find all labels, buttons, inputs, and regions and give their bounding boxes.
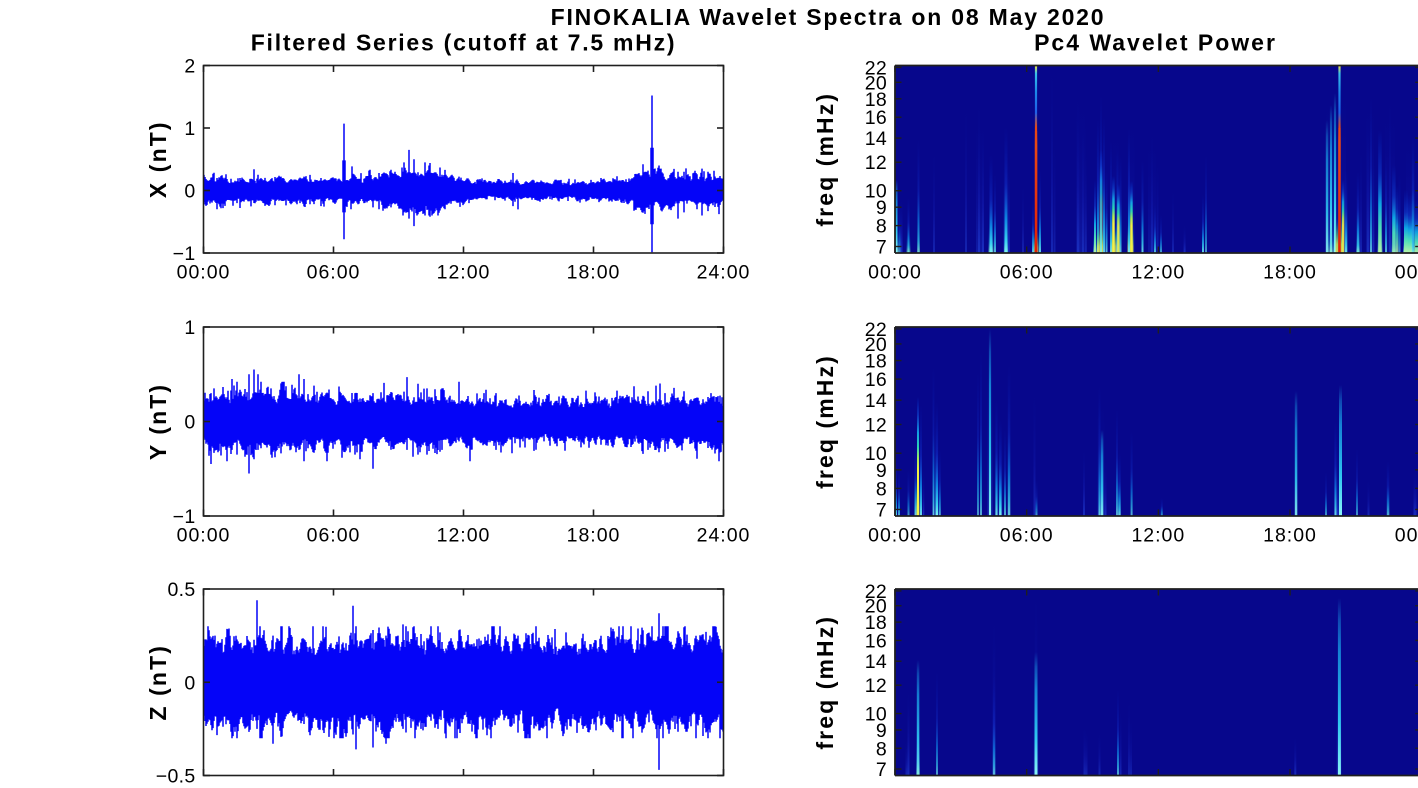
svg-text:10: 10 [865, 443, 887, 465]
svg-text:−1: −1 [173, 506, 196, 528]
svg-text:−1: −1 [173, 243, 196, 265]
svg-text:12: 12 [865, 152, 887, 174]
svg-text:22: 22 [865, 57, 887, 79]
svg-text:18:00: 18:00 [1263, 262, 1317, 284]
svg-text:06:00: 06:00 [307, 525, 361, 547]
svg-text:10: 10 [865, 704, 887, 726]
svg-text:00:00: 00:00 [868, 262, 922, 284]
svg-text:X (nT): X (nT) [145, 120, 171, 198]
svg-text:8: 8 [876, 478, 887, 500]
svg-text:00:00: 00:00 [868, 525, 922, 547]
svg-text:16: 16 [865, 107, 887, 129]
svg-text:14: 14 [865, 390, 887, 412]
svg-text:18:00: 18:00 [567, 525, 621, 547]
svg-text:12: 12 [865, 675, 887, 697]
svg-text:12:00: 12:00 [437, 262, 491, 284]
svg-text:12:00: 12:00 [1131, 525, 1185, 547]
svg-text:14: 14 [865, 128, 887, 150]
svg-text:−0.5: −0.5 [156, 766, 196, 788]
svg-text:06:00: 06:00 [1000, 525, 1054, 547]
svg-text:12:00: 12:00 [1131, 262, 1185, 284]
svg-text:0: 0 [184, 672, 195, 694]
svg-text:0.5: 0.5 [167, 579, 195, 601]
svg-text:14: 14 [865, 651, 887, 673]
svg-text:8: 8 [876, 738, 887, 760]
svg-text:freq (mHz): freq (mHz) [812, 92, 838, 227]
svg-text:Filtered Series (cutoff at 7.5: Filtered Series (cutoff at 7.5 mHz) [251, 30, 677, 56]
svg-text:18: 18 [865, 351, 887, 373]
svg-text:freq (mHz): freq (mHz) [812, 615, 838, 750]
svg-text:2: 2 [184, 56, 195, 78]
svg-text:10: 10 [865, 181, 887, 203]
svg-text:0: 0 [184, 412, 195, 434]
svg-text:0: 0 [184, 181, 195, 203]
svg-text:8: 8 [876, 216, 887, 238]
svg-text:06:00: 06:00 [307, 262, 361, 284]
svg-text:20: 20 [865, 334, 887, 356]
svg-text:24:00: 24:00 [697, 262, 751, 284]
svg-text:22: 22 [865, 581, 887, 603]
svg-text:00:00: 00:00 [177, 525, 231, 547]
svg-text:00:00: 00:00 [1395, 525, 1418, 547]
svg-text:18:00: 18:00 [567, 262, 621, 284]
svg-text:9: 9 [876, 460, 887, 482]
svg-text:Y (nT): Y (nT) [145, 383, 171, 460]
svg-text:24:00: 24:00 [697, 525, 751, 547]
svg-text:06:00: 06:00 [1000, 262, 1054, 284]
svg-text:00:00: 00:00 [177, 262, 231, 284]
svg-text:freq (mHz): freq (mHz) [812, 354, 838, 489]
svg-text:12: 12 [865, 414, 887, 436]
svg-text:00:00: 00:00 [1395, 262, 1418, 284]
svg-text:20: 20 [865, 596, 887, 618]
svg-text:22: 22 [865, 319, 887, 341]
svg-text:Pc4 Wavelet Power: Pc4 Wavelet Power [1034, 30, 1277, 56]
svg-text:18: 18 [865, 89, 887, 111]
svg-text:9: 9 [876, 197, 887, 219]
svg-text:1: 1 [184, 118, 195, 140]
svg-text:16: 16 [865, 369, 887, 391]
svg-text:7: 7 [876, 759, 887, 781]
svg-text:Z (nT): Z (nT) [145, 644, 171, 720]
svg-text:9: 9 [876, 720, 887, 742]
svg-text:7: 7 [876, 499, 887, 521]
svg-text:18:00: 18:00 [1263, 525, 1317, 547]
svg-text:16: 16 [865, 630, 887, 652]
svg-text:18: 18 [865, 612, 887, 634]
svg-text:1: 1 [184, 317, 195, 339]
svg-text:7: 7 [876, 236, 887, 258]
svg-text:FINOKALIA Wavelet Spectra on 0: FINOKALIA Wavelet Spectra on 08 May 2020 [551, 4, 1106, 30]
svg-text:20: 20 [865, 72, 887, 94]
svg-text:12:00: 12:00 [437, 525, 491, 547]
